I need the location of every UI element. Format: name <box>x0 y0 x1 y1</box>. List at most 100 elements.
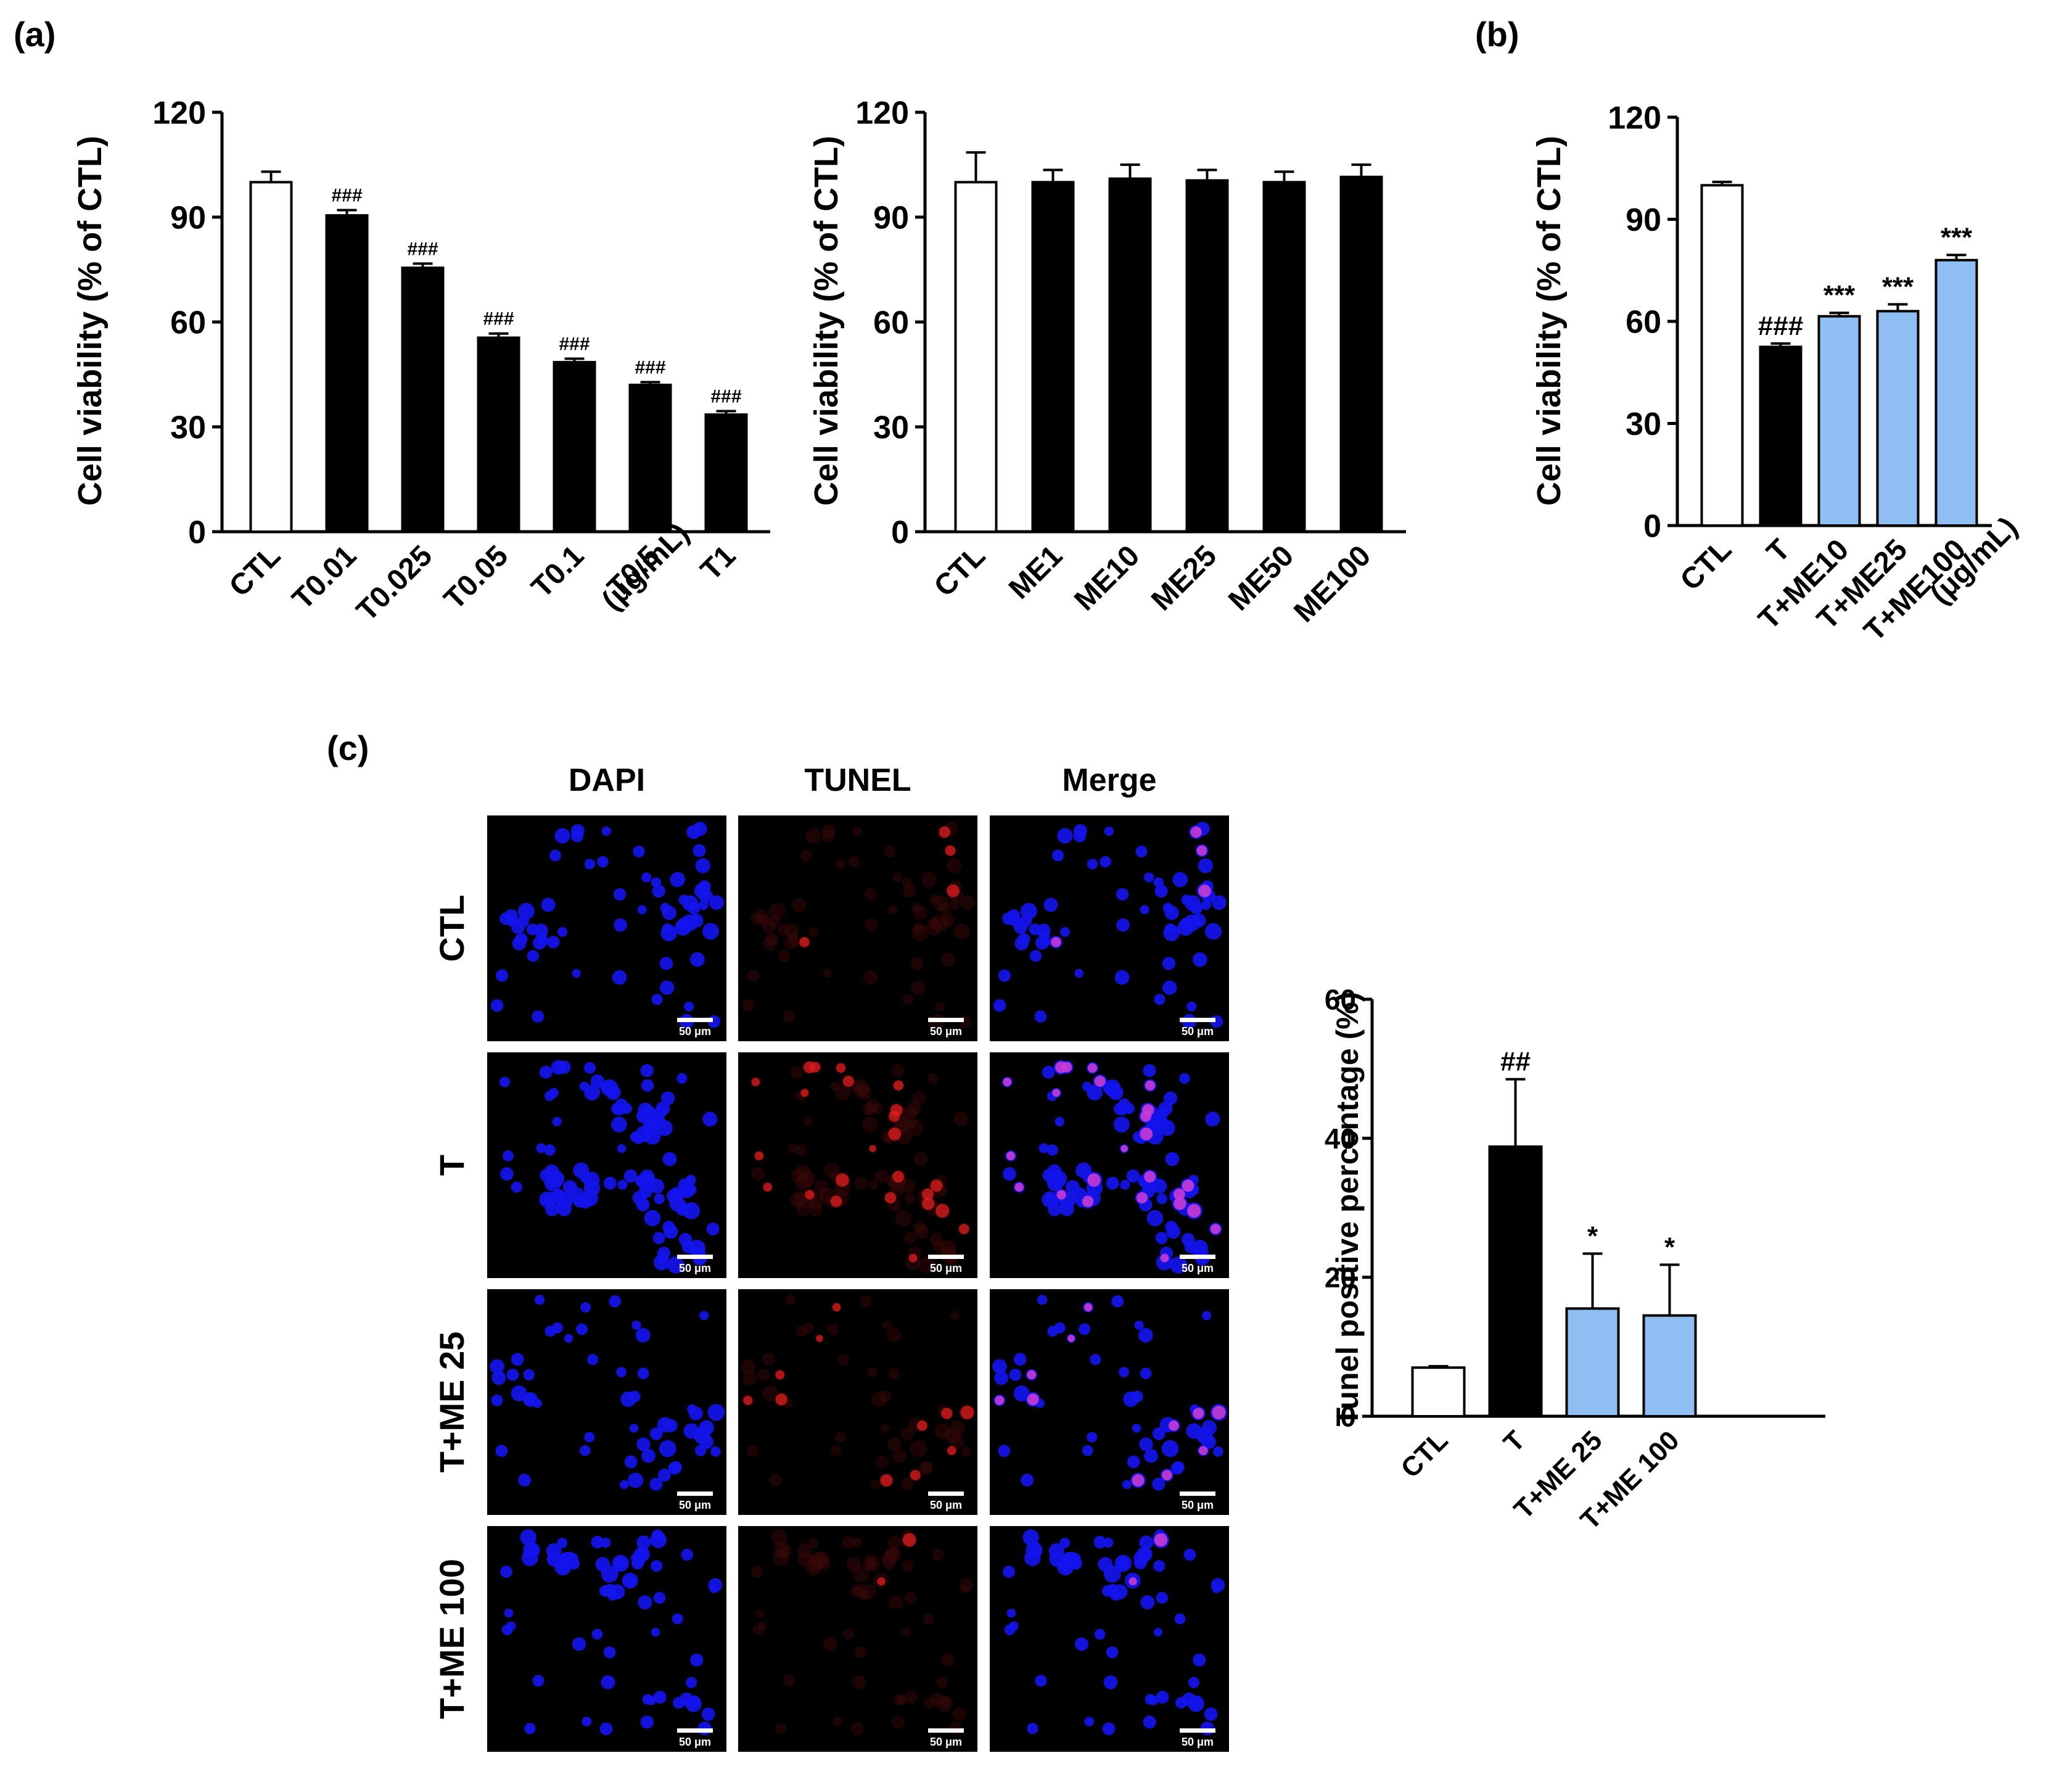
nucleus <box>673 1697 684 1709</box>
x-tick-label: T <box>1761 533 1796 569</box>
tunel-positive-cell <box>743 1395 753 1405</box>
nucleus <box>1049 1551 1065 1567</box>
chart-viability-t-dose: 0 30 60 90 120 Cell viability (% of CTL) CTL ##… <box>72 96 770 627</box>
y-tick-label: 20 <box>1325 1261 1356 1294</box>
nucleus <box>1059 1202 1074 1216</box>
background-cell <box>950 1311 960 1321</box>
nucleus <box>685 1174 696 1186</box>
nucleus <box>1116 918 1130 932</box>
nucleus <box>998 969 1011 982</box>
nucleus <box>1111 1295 1124 1308</box>
tunel-positive-cell <box>947 1446 956 1455</box>
background-cell <box>949 900 960 910</box>
nucleus <box>1170 1461 1184 1475</box>
background-cell <box>800 849 812 862</box>
panel-label-a: (a) <box>14 15 56 54</box>
panel-label-c: (c) <box>327 728 369 767</box>
tunel-positive-cell <box>1190 826 1202 838</box>
nucleus <box>1042 1065 1055 1079</box>
nucleus <box>584 1432 595 1443</box>
background-cell <box>803 1116 813 1126</box>
column-header: DAPI <box>569 762 645 798</box>
nucleus <box>1191 1239 1208 1256</box>
nucleus <box>599 1722 613 1736</box>
significance-mark: *** <box>1823 280 1856 310</box>
nucleus <box>706 1223 720 1236</box>
background-cell <box>913 1152 928 1166</box>
nucleus <box>689 952 705 967</box>
tunel-positive-cell <box>888 1127 902 1141</box>
nucleus <box>538 931 548 941</box>
tunel-positive-cell <box>1187 1203 1201 1218</box>
nucleus <box>512 936 527 951</box>
background-cell <box>808 926 818 937</box>
nucleus <box>1152 1427 1166 1440</box>
tunel-positive-cell <box>763 1182 772 1192</box>
y-axis-label: Tunel positive percentage (%) <box>1330 992 1365 1427</box>
nucleus <box>994 1371 1009 1385</box>
nucleus <box>625 1576 636 1587</box>
tunel-positive-cell <box>892 1171 904 1183</box>
tunel-positive-cell <box>775 1370 785 1380</box>
nucleus <box>675 919 691 936</box>
nucleus <box>1059 926 1070 937</box>
nucleus <box>992 1359 1007 1374</box>
nucleus <box>597 856 609 868</box>
nucleus <box>1022 1529 1039 1546</box>
scale-bar-label: 50 μm <box>930 1499 962 1511</box>
background-cell <box>924 1697 935 1709</box>
nucleus <box>517 915 530 928</box>
nucleus <box>617 1144 627 1153</box>
nucleus <box>1162 902 1174 913</box>
background-cell <box>864 888 878 901</box>
nucleus <box>637 1368 649 1379</box>
nucleus <box>603 1583 617 1597</box>
tunel-positive-cell <box>1212 1405 1226 1419</box>
nucleus <box>1013 1353 1027 1366</box>
nucleus <box>1009 1621 1019 1631</box>
nucleus <box>1156 1591 1169 1604</box>
nucleus <box>993 999 1006 1012</box>
nucleus <box>639 1184 652 1199</box>
nucleus <box>1132 1424 1141 1433</box>
background-cell <box>911 980 926 995</box>
background-cell <box>927 1073 939 1084</box>
y-tick-label: 60 <box>170 305 206 341</box>
tunel-positive-cell <box>830 1195 842 1207</box>
tunel-positive-cell <box>1056 1190 1066 1200</box>
tunel-positive-cell <box>1174 1188 1185 1200</box>
nucleus <box>659 1440 676 1458</box>
tunel-positive-cell <box>799 937 810 947</box>
scale-bar <box>677 1492 713 1496</box>
nucleus <box>660 1091 675 1105</box>
nucleus <box>490 999 504 1012</box>
nucleus <box>689 1239 705 1256</box>
bar-t-me25 <box>1876 310 1920 527</box>
nucleus <box>1075 1162 1092 1179</box>
bar-me50 <box>1262 181 1306 534</box>
nucleus <box>1186 1001 1197 1012</box>
tunel-positive-cell <box>1094 1075 1106 1087</box>
nucleus <box>511 1353 524 1366</box>
background-cell <box>757 1621 767 1631</box>
background-cell <box>823 968 832 978</box>
nucleus <box>649 1477 663 1491</box>
nucleus <box>1155 1232 1168 1244</box>
tunel-positive-cell <box>1136 1192 1148 1203</box>
background-cell <box>911 925 929 941</box>
nucleus <box>523 1541 540 1559</box>
tunel-positive-cell <box>1210 1224 1221 1234</box>
bar-t <box>1488 1145 1543 1418</box>
tunel-positive-cell <box>884 1192 897 1203</box>
x-tick-label: ME10 <box>1068 539 1146 617</box>
y-axis-label: Cell viability (% of CTL) <box>808 136 845 506</box>
nucleus <box>554 828 570 844</box>
x-tick-label: CTL <box>223 539 287 603</box>
background-cell <box>900 1477 914 1491</box>
nucleus <box>639 1169 655 1184</box>
micrograph-merge-row-4: 50 μm <box>990 1526 1229 1752</box>
background-cell <box>802 1322 814 1334</box>
background-cell <box>884 845 896 857</box>
bar-t0-5 <box>628 384 672 533</box>
background-cell <box>905 1106 918 1118</box>
